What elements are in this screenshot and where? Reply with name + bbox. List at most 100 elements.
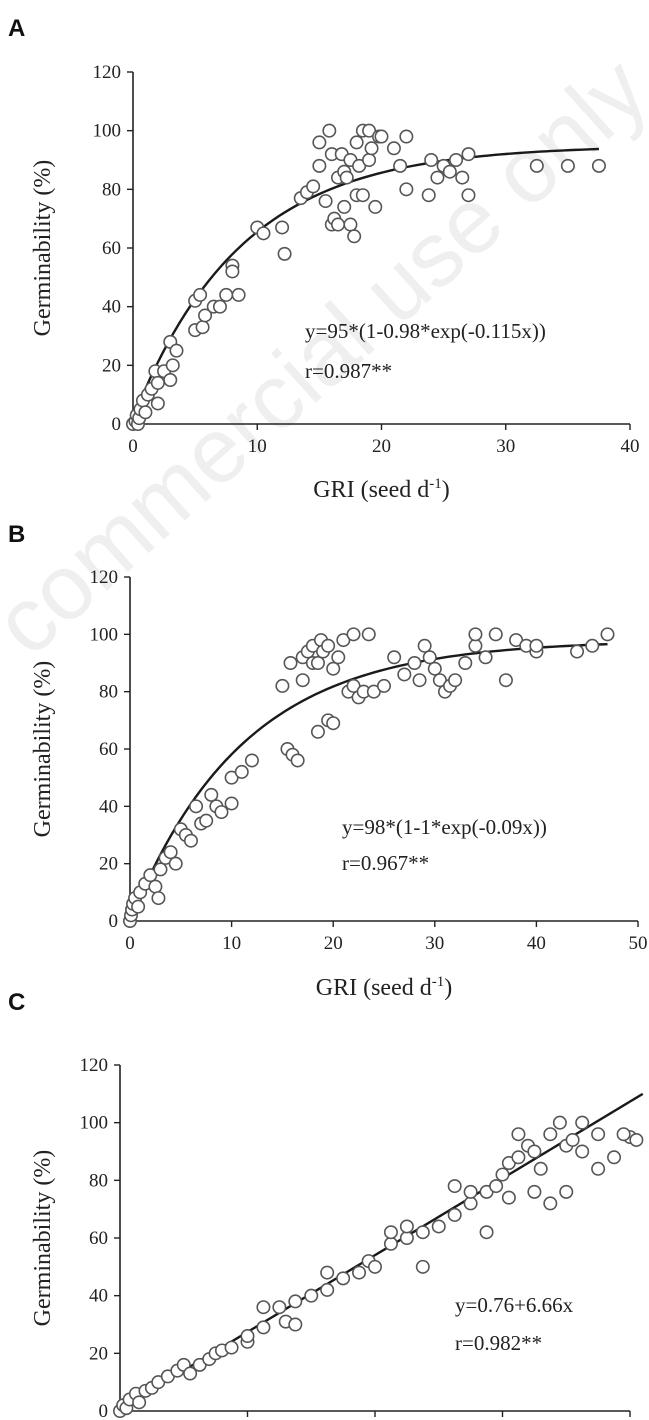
data-point: [304, 1288, 319, 1303]
scatter-points-a: [126, 123, 606, 431]
data-point: [153, 862, 168, 877]
data-point: [150, 396, 165, 411]
data-point: [321, 638, 336, 653]
data-point: [224, 1340, 239, 1355]
data-point: [138, 405, 153, 420]
data-point: [364, 141, 379, 156]
y-tick-label: 60: [102, 238, 121, 259]
data-point: [349, 135, 364, 150]
data-point: [407, 655, 422, 670]
data-point: [312, 135, 327, 150]
data-point: [312, 158, 327, 173]
data-point: [427, 661, 442, 676]
data-point: [361, 627, 376, 642]
data-point: [306, 179, 321, 194]
data-point: [318, 194, 333, 209]
data-point: [339, 170, 354, 185]
data-point: [288, 1294, 303, 1309]
data-point: [383, 1225, 398, 1240]
data-point: [256, 1320, 271, 1335]
x-tick-label: 30: [496, 436, 515, 457]
data-point: [421, 188, 436, 203]
data-point: [212, 299, 227, 314]
data-point: [234, 764, 249, 779]
data-point: [189, 799, 204, 814]
data-point: [399, 1219, 414, 1234]
y-tick-label: 100: [93, 121, 122, 142]
fit-curve: [128, 642, 608, 922]
data-point: [393, 158, 408, 173]
data-point: [256, 226, 271, 241]
data-point: [415, 1225, 430, 1240]
data-point: [193, 287, 208, 302]
panel-c: C 0 20 40 60 80 100 120 Germinability (%) y=0.7…: [8, 989, 644, 1420]
data-point: [417, 638, 432, 653]
panel-letter-c: C: [8, 989, 25, 1016]
correlation-a: r=0.987**: [305, 359, 392, 383]
y-tick-label: 20: [89, 1343, 108, 1364]
data-point: [415, 1259, 430, 1274]
data-point: [412, 673, 427, 688]
data-point: [225, 264, 240, 279]
y-tick-label: 60: [99, 739, 118, 760]
data-point: [275, 678, 290, 693]
data-point: [331, 217, 346, 232]
data-point: [374, 129, 389, 144]
data-point: [132, 1395, 147, 1410]
data-point: [543, 1196, 558, 1211]
equation-b: y=98*(1-1*exp(-0.09x)): [342, 815, 547, 839]
data-point: [347, 229, 362, 244]
data-point: [461, 147, 476, 162]
y-axis-label: Germinability (%): [30, 1150, 56, 1327]
data-point: [591, 1127, 606, 1142]
data-point: [256, 1300, 271, 1315]
correlation-c: r=0.982**: [455, 1331, 542, 1355]
y-axis-label: Germinability (%): [30, 160, 56, 337]
data-point: [607, 1150, 622, 1165]
y-tick-label: 40: [102, 297, 121, 318]
data-point: [383, 1236, 398, 1251]
x-axis-label: GRI (seed d-1): [316, 974, 452, 1001]
data-point: [447, 1207, 462, 1222]
data-point: [575, 1144, 590, 1159]
data-point: [231, 287, 246, 302]
x-tick-label: 10: [248, 436, 267, 457]
data-point: [198, 308, 213, 323]
axes-a: 0 20 40 60 80 100 120 0 10 20 30 40 Germinability (%…: [30, 62, 640, 503]
data-point: [326, 661, 341, 676]
y-tick-label: 80: [102, 179, 121, 200]
data-point: [488, 627, 503, 642]
y-tick-label: 100: [80, 1113, 109, 1134]
correlation-b: r=0.967**: [342, 851, 429, 875]
data-point: [165, 358, 180, 373]
data-point: [591, 1161, 606, 1176]
data-point: [591, 158, 606, 173]
x-tick-label: 10: [222, 933, 241, 954]
y-tick-label: 0: [99, 1401, 109, 1420]
x-tick-label: 0: [125, 933, 135, 954]
x-tick-label: 30: [425, 933, 444, 954]
data-point: [489, 1179, 504, 1194]
y-tick-label: 0: [109, 911, 119, 932]
y-tick-label: 40: [99, 796, 118, 817]
data-point: [346, 627, 361, 642]
data-point: [320, 1265, 335, 1280]
data-point: [214, 805, 229, 820]
data-point: [559, 1184, 574, 1199]
data-point: [399, 182, 414, 197]
data-point: [343, 217, 358, 232]
data-point: [367, 1259, 382, 1274]
panel-letter-a: A: [8, 15, 25, 42]
data-point: [543, 1127, 558, 1142]
y-tick-label: 80: [89, 1170, 108, 1191]
data-point: [629, 1132, 644, 1147]
fit-curve: [131, 147, 599, 419]
data-point: [501, 1190, 516, 1205]
y-tick-label: 0: [112, 414, 122, 435]
data-point: [399, 129, 414, 144]
data-point: [552, 1115, 567, 1130]
data-point: [442, 164, 457, 179]
data-point: [511, 1127, 526, 1142]
data-point: [310, 724, 325, 739]
x-tick-label: 0: [128, 436, 138, 457]
